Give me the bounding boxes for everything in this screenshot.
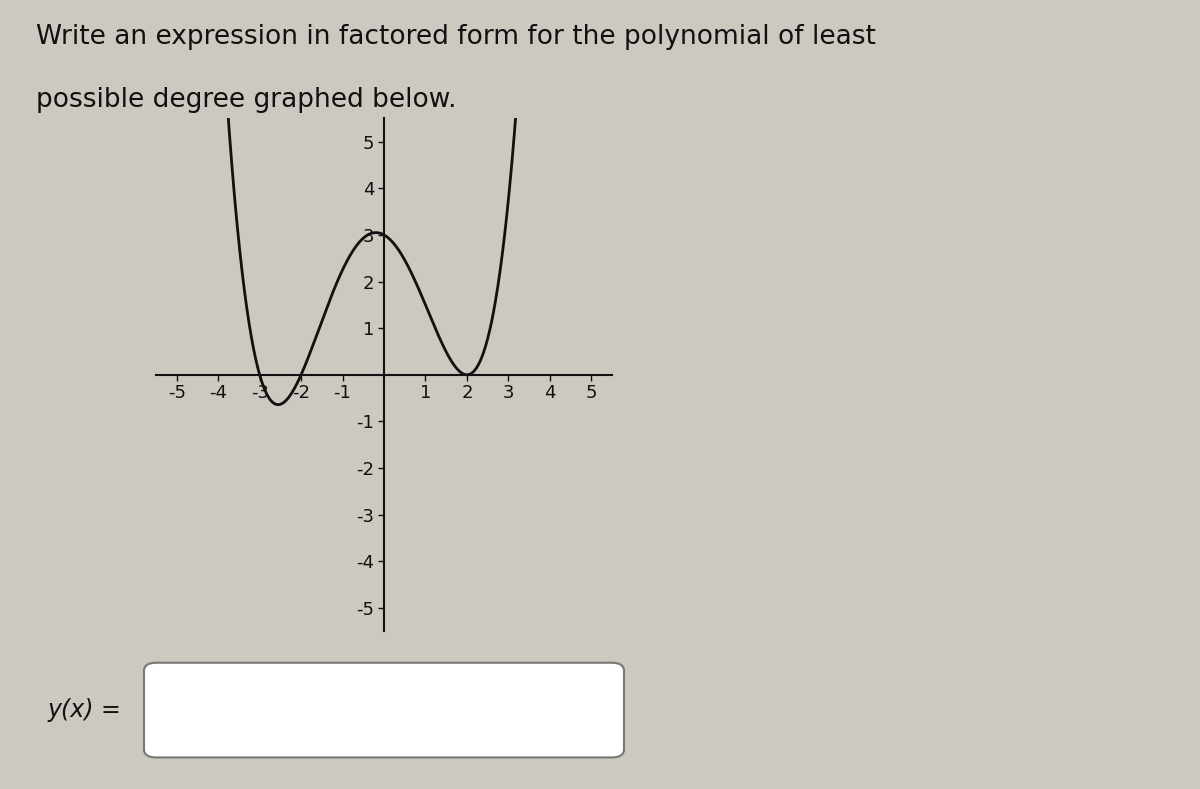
Text: Write an expression in factored form for the polynomial of least: Write an expression in factored form for… [36,24,876,50]
Text: y(x) =: y(x) = [48,698,121,722]
Text: possible degree graphed below.: possible degree graphed below. [36,87,456,113]
